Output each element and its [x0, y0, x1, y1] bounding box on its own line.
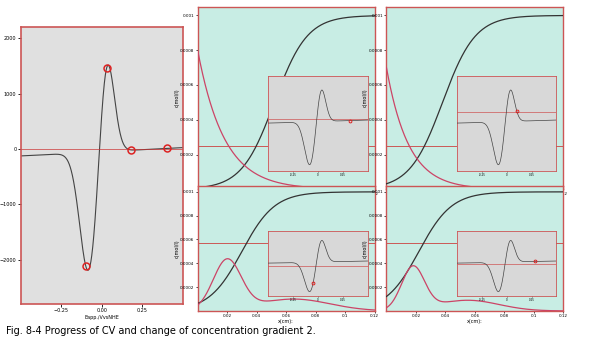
- Text: Fig. 8-4 Progress of CV and change of concentration gradient 2.: Fig. 8-4 Progress of CV and change of co…: [6, 326, 316, 336]
- X-axis label: x(cm):: x(cm):: [467, 197, 483, 202]
- X-axis label: x(cm):: x(cm):: [278, 197, 294, 202]
- Y-axis label: c(mol/l): c(mol/l): [363, 239, 368, 258]
- X-axis label: Eapp./VvsNHE: Eapp./VvsNHE: [84, 315, 119, 320]
- Y-axis label: c(mol/l): c(mol/l): [363, 89, 368, 107]
- X-axis label: x(cm):: x(cm):: [278, 319, 294, 324]
- Y-axis label: c(mol/l): c(mol/l): [175, 239, 179, 258]
- Y-axis label: c(mol/l): c(mol/l): [175, 89, 179, 107]
- X-axis label: x(cm):: x(cm):: [467, 319, 483, 324]
